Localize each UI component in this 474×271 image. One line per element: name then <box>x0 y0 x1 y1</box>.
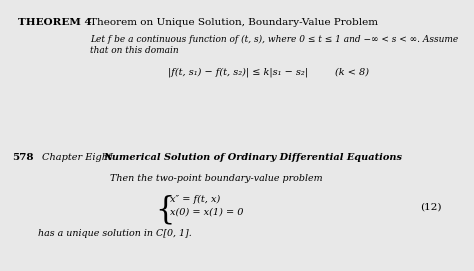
Text: Chapter Eight: Chapter Eight <box>42 153 112 162</box>
Text: (k < 8): (k < 8) <box>335 67 369 76</box>
Text: THEOREM 4: THEOREM 4 <box>18 18 91 27</box>
Text: Numerical Solution of Ordinary Differential Equations: Numerical Solution of Ordinary Different… <box>103 153 402 162</box>
Text: |f(t, s₁) − f(t, s₂)| ≤ k|s₁ − s₂|: |f(t, s₁) − f(t, s₂)| ≤ k|s₁ − s₂| <box>168 67 308 77</box>
Text: x(0) = x(1) = 0: x(0) = x(1) = 0 <box>170 208 244 217</box>
Text: (12): (12) <box>420 203 441 212</box>
Text: that on this domain: that on this domain <box>90 46 179 55</box>
Text: Then the two-point boundary-value problem: Then the two-point boundary-value proble… <box>110 174 323 183</box>
Text: 578: 578 <box>12 153 34 162</box>
Text: x″ = f(t, x): x″ = f(t, x) <box>170 195 220 204</box>
Text: has a unique solution in C[0, 1].: has a unique solution in C[0, 1]. <box>38 229 192 238</box>
Text: Let f be a continuous function of (t, s), where 0 ≤ t ≤ 1 and −∞ < s < ∞. Assume: Let f be a continuous function of (t, s)… <box>90 35 458 44</box>
Text: Theorem on Unique Solution, Boundary-Value Problem: Theorem on Unique Solution, Boundary-Val… <box>90 18 378 27</box>
Text: {: { <box>155 195 174 226</box>
